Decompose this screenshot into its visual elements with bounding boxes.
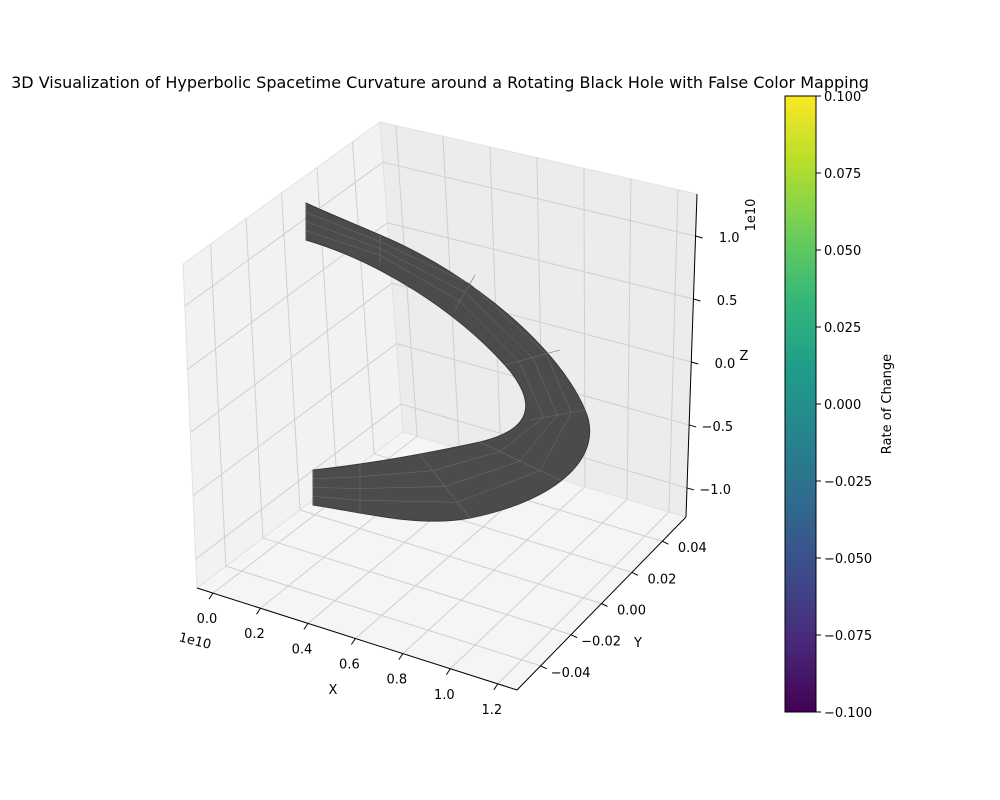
x-tick-label: 0.4: [292, 642, 313, 657]
z-gridline-back: [382, 161, 696, 237]
x-gridline-back: [626, 178, 632, 500]
z-tick-label: −1.0: [699, 483, 731, 498]
y-tick-label: 0.00: [617, 604, 646, 619]
x-tick-label: 1.2: [481, 703, 502, 718]
mesh-line: [305, 212, 572, 503]
y-tick-mark: [631, 571, 639, 576]
x-tick-mark: [256, 607, 261, 615]
surface: [305, 202, 591, 522]
z-tick-label: −0.5: [702, 420, 734, 435]
x-tick-label: 0.8: [387, 673, 408, 688]
y-gridline-left: [351, 141, 375, 454]
chart-title: 3D Visualization of Hyperbolic Spacetime…: [11, 73, 869, 92]
x-tick-mark: [493, 683, 499, 691]
colorbar: −0.100 −0.075 −0.050 −0.025 0.000 0.025 0.050 0…: [784, 90, 895, 721]
x-tick-mark: [303, 623, 309, 630]
colorbar-ticks: −0.100 −0.075 −0.050 −0.025 0.000 0.025 0.050 0…: [816, 90, 872, 721]
z-tick-mark: [688, 424, 697, 428]
z-tick-label: 1.0: [719, 231, 740, 246]
z-tick-label: 0.0: [715, 357, 736, 372]
z-tick-label: 0.5: [717, 294, 738, 309]
colorbar-tick-label: −0.075: [824, 629, 872, 644]
x-tick-mark: [445, 668, 451, 676]
colorbar-tick-label: 0.050: [824, 244, 861, 259]
y-tick-label: 0.04: [678, 541, 707, 556]
z-tick-mark: [695, 235, 703, 239]
y-gridline-left: [245, 218, 264, 539]
y-tick-label: 0.02: [647, 572, 676, 587]
z-gridline-left: [195, 403, 402, 560]
x-tick-label: 0.0: [197, 612, 218, 627]
z-tick-mark: [686, 487, 695, 491]
y-gridline-floor: [299, 509, 602, 604]
z-axis-label: Z: [740, 349, 749, 364]
colorbar-tick-label: −0.050: [824, 552, 872, 567]
x-axis-label: X: [329, 683, 338, 698]
x-tick-mark: [350, 638, 356, 645]
colorbar-label: Rate of Change: [880, 354, 895, 454]
z-ticks: −1.0 −0.5 0.0 0.5 1.0: [686, 231, 740, 498]
colorbar-tick-label: 0.075: [824, 167, 861, 182]
x-tick-label: 0.2: [244, 627, 265, 642]
x-gridline-back: [668, 189, 679, 512]
z-axis-offset-label: 1e10: [744, 199, 759, 232]
y-tick-label: −0.02: [581, 635, 621, 650]
y-gridline-left: [281, 192, 301, 511]
z-tick-mark: [693, 298, 701, 302]
y-tick-label: −0.04: [551, 666, 591, 681]
colorbar-tick-label: −0.100: [824, 706, 872, 721]
z-gridline-left: [189, 282, 393, 433]
x-tick-label: 0.6: [339, 657, 360, 672]
x-tick-mark: [208, 592, 214, 600]
surface-mesh: [305, 203, 586, 519]
mesh-line: [305, 230, 545, 479]
z-axis-line: [685, 193, 698, 518]
y-tick-mark: [570, 634, 578, 639]
z-tick-mark: [691, 361, 699, 365]
z-gridline-left: [184, 161, 384, 307]
y-tick-mark: [540, 665, 547, 670]
y-gridline-floor: [225, 565, 541, 667]
z-gridline-left: [192, 343, 397, 497]
x-ticks: 0.0 0.2 0.4 0.6 0.8 1.0 1.2: [197, 592, 502, 718]
y-ticks: −0.04 −0.02 0.00 0.02 0.04: [540, 540, 707, 681]
y-tick-mark: [601, 603, 608, 607]
z-gridline-back: [387, 222, 694, 300]
mesh-line: [305, 221, 558, 489]
colorbar-tick-label: 0.000: [824, 398, 861, 413]
x-axis-line: [196, 587, 518, 691]
surface-band: [305, 202, 591, 522]
x-axis-offset-label: 1e10: [177, 630, 212, 652]
x-tick-label: 1.0: [434, 688, 455, 703]
colorbar-gradient: [784, 95, 817, 713]
y-gridline-floor: [262, 537, 572, 636]
y-tick-mark: [662, 540, 669, 545]
x-tick-mark: [398, 653, 404, 660]
colorbar-tick-label: 0.100: [824, 90, 861, 105]
y-axis-label: Y: [633, 636, 642, 651]
colorbar-tick-label: −0.025: [824, 475, 872, 490]
colorbar-tick-label: 0.025: [824, 321, 861, 336]
y-gridline-left: [210, 244, 227, 567]
